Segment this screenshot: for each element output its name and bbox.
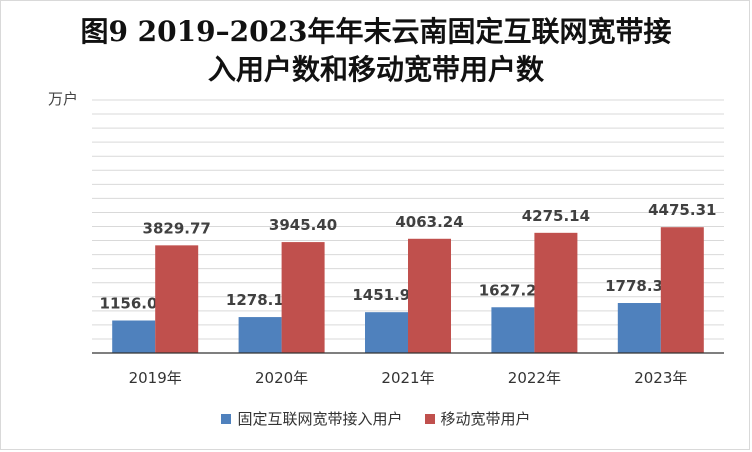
data-label: 3945.40 bbox=[269, 216, 337, 234]
legend-label-fixed-broadband: 固定互联网宽带接入用户 bbox=[237, 410, 403, 428]
data-label: 1156.08 bbox=[100, 295, 168, 313]
data-label: 1627.20 bbox=[479, 281, 547, 299]
x-tick-label: 2021年 bbox=[381, 369, 434, 387]
bar-mobile-broadband bbox=[534, 232, 578, 353]
chart-legend: 固定互联网宽带接入用户 移动宽带用户 bbox=[0, 408, 752, 429]
data-label: 1451.92 bbox=[352, 286, 420, 304]
bar-fixed-broadband bbox=[238, 317, 282, 353]
legend-item-fixed-broadband: 固定互联网宽带接入用户 bbox=[221, 408, 403, 429]
bar-fixed-broadband bbox=[112, 320, 156, 353]
x-tick-label: 2020年 bbox=[255, 369, 308, 387]
bar-fixed-broadband bbox=[365, 312, 408, 353]
legend-label-mobile-broadband: 移动宽带用户 bbox=[440, 410, 531, 428]
data-label: 1278.12 bbox=[226, 291, 294, 309]
data-label: 4063.24 bbox=[395, 213, 463, 231]
chart-title-line-2: 入用户数和移动宽带用户数 bbox=[207, 53, 544, 86]
x-tick-label: 2022年 bbox=[508, 369, 561, 387]
bar-mobile-broadband bbox=[281, 242, 325, 353]
bar-mobile-broadband bbox=[408, 238, 451, 353]
x-tick-label: 2023年 bbox=[634, 369, 687, 387]
data-label: 1778.32 bbox=[605, 277, 673, 295]
data-label: 3829.77 bbox=[143, 219, 211, 237]
chart-title-line-1: 图9 2019–2023年年末云南固定互联网宽带接 bbox=[80, 15, 672, 48]
bar-mobile-broadband bbox=[660, 227, 704, 353]
bar-fixed-broadband bbox=[491, 307, 535, 353]
data-label: 4475.31 bbox=[648, 201, 716, 219]
legend-swatch-mobile-broadband bbox=[424, 413, 435, 424]
data-label: 4275.14 bbox=[522, 207, 590, 225]
legend-swatch-fixed-broadband bbox=[221, 413, 232, 424]
y-axis-unit-label: 万户 bbox=[48, 90, 79, 108]
bar-fixed-broadband bbox=[617, 303, 661, 353]
bar-mobile-broadband bbox=[155, 245, 199, 353]
legend-item-mobile-broadband: 移动宽带用户 bbox=[424, 408, 531, 429]
x-tick-label: 2019年 bbox=[129, 369, 182, 387]
